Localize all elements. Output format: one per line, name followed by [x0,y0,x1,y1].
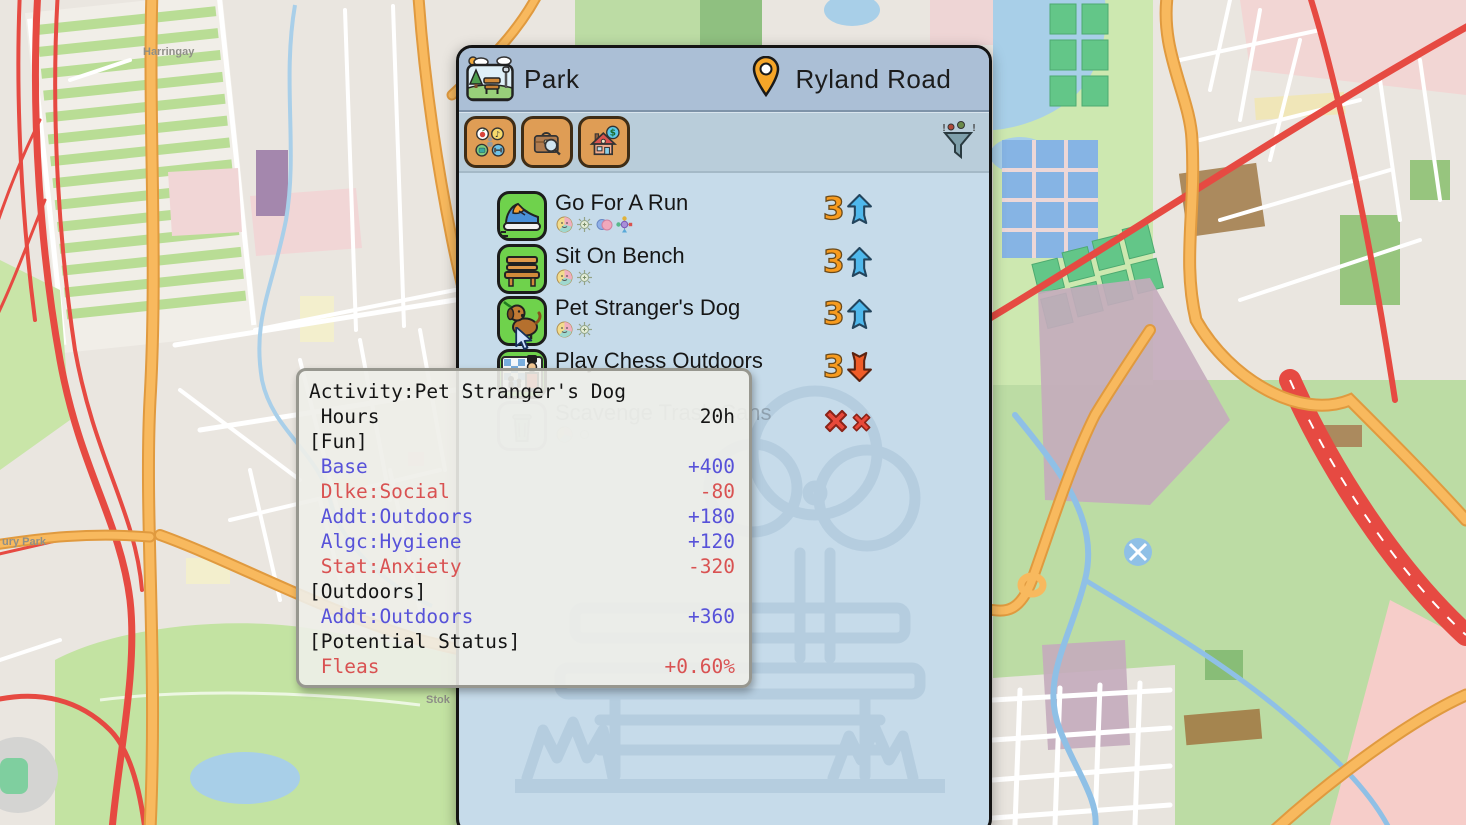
activity-title: Pet Stranger's Dog [555,295,741,320]
tab-housing[interactable]: $ [578,116,630,168]
trend-up-arrow-icon [846,246,872,277]
tooltip-title: Activity:Pet Stranger's Dog [309,380,626,403]
activity-row-sit-on-bench[interactable]: Sit On Bench [459,242,989,296]
activity-stat-icons [556,321,593,338]
mouse-cursor-icon [515,327,533,350]
mood-pie-icon [556,269,573,285]
running-shoe-icon [497,191,547,241]
activity-trend: 3 [822,296,872,332]
house-sale-icon: $ [589,125,620,156]
activity-count: 3 [822,348,845,385]
activity-row-go-for-a-run[interactable]: Go For A Run [459,190,989,243]
activity-trend: 3 [822,243,872,280]
blocked-x-icon [852,413,871,432]
activities-tab-icon: ♪ [475,127,505,157]
tooltip-row: [Outdoors] [309,580,427,603]
brain-icon [596,219,613,231]
panel-header: Park Ryland Road [459,48,989,112]
activity-count: 3 [822,243,845,280]
activity-count: 3 [822,296,845,332]
activity-title: Sit On Bench [555,242,685,268]
tooltip-row: [Fun] [309,430,368,453]
tab-bar: ♪ $ [459,112,989,173]
tooltip-row: Base +400 [309,455,735,478]
tooltip-row: [Potential Status] [309,630,521,653]
activity-count: 3 [822,191,845,227]
activity-trend: 3 [822,191,872,227]
mood-pie-icon [556,321,573,338]
tooltip-row: Stat:Anxiety -320 [309,555,735,578]
place-title: Park [524,63,580,94]
germ-icon [577,269,592,285]
activity-stat-icons [556,216,633,233]
svg-text:♪: ♪ [495,129,500,139]
svg-text:$: $ [610,129,616,139]
location-title: Ryland Road [795,63,952,94]
trend-up-arrow-icon [846,299,872,329]
germ-icon [577,217,592,232]
activity-blocked [823,408,872,434]
park-scene-icon [466,56,514,102]
activity-trend: 3 [822,348,872,385]
map-label: ury Park [2,536,47,548]
activity-title: Go For A Run [555,190,689,215]
tooltip-row: Dlke:Social -80 [309,480,735,503]
activity-row-pet-strangers-dog[interactable]: Pet Stranger's Dog [459,295,989,348]
filter-button[interactable]: ! ! [939,120,977,165]
activity-stat-icons [556,269,593,286]
location-pin-icon [751,55,781,103]
tooltip-row: Fleas +0.60% [309,655,735,678]
blocked-x-icon [824,409,848,433]
tooltip-row: Algc:Hygiene +120 [309,530,735,553]
map-label: Harringay [143,46,195,58]
tooltip-row: Addt:Outdoors +360 [309,605,735,628]
map-label: Stok [426,694,451,706]
activity-tooltip: Activity:Pet Stranger's Dog Hours 20h [Fu… [296,368,752,688]
tab-activities[interactable]: ♪ [464,116,516,168]
tooltip-row: Addt:Outdoors +180 [309,505,735,528]
mood-pie-icon [556,216,573,233]
briefcase-search-icon [533,131,561,156]
trend-up-arrow-icon [846,194,872,224]
trend-down-arrow-icon [846,351,872,382]
park-bench-icon [497,243,547,294]
svg-text:!: ! [971,123,977,134]
svg-text:!: ! [941,123,947,134]
tooltip-row: Hours 20h [309,405,735,428]
skill-network-icon [616,216,633,233]
tab-work[interactable] [521,116,573,168]
filter-funnel-icon: ! ! [941,120,977,159]
germ-icon [577,322,592,337]
